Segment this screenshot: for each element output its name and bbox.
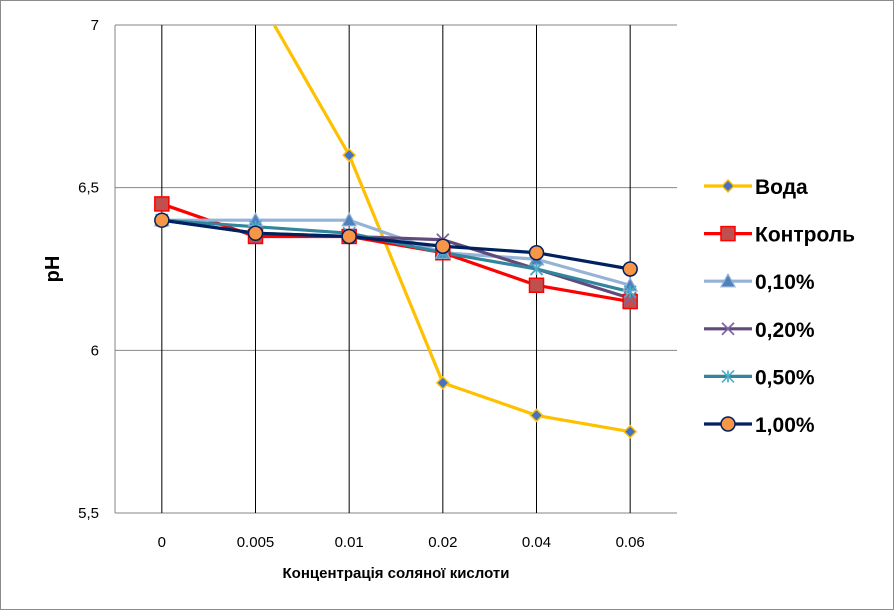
series-line <box>161 218 631 294</box>
legend: Вода Контроль 0,10% 0,20% 0,50% 1,00% <box>704 176 855 437</box>
x-axis-ticks: 0 0.005 0.01 0.02 0.04 0.06 <box>158 534 645 551</box>
data-point <box>342 148 357 163</box>
x-tick-label: 0.005 <box>237 534 275 551</box>
data-point <box>341 228 357 245</box>
series-markers <box>153 148 639 439</box>
series-line <box>161 202 631 304</box>
data-point <box>623 285 637 299</box>
grid <box>114 24 677 514</box>
legend-marker <box>719 272 737 288</box>
x-tick-label: 0.02 <box>428 534 457 551</box>
legend-marker <box>721 369 735 383</box>
data-point <box>435 238 451 254</box>
data-point <box>341 211 358 227</box>
data-point <box>622 261 638 277</box>
series-line <box>161 218 631 287</box>
data-point <box>528 244 545 261</box>
series-line <box>161 218 631 271</box>
y-tick-label: 6,5 <box>78 180 99 197</box>
legend-marker <box>720 225 736 242</box>
y-axis-ticks: 5,5 6 6,5 7 <box>78 17 99 522</box>
legend-marker <box>720 178 736 194</box>
data-point <box>623 291 637 305</box>
series-line <box>161 218 631 300</box>
data-point <box>529 262 544 276</box>
y-axis-title: pH <box>42 256 64 283</box>
legend-label: 0,50% <box>755 366 815 389</box>
data-point <box>154 196 170 212</box>
legend-label: 0,20% <box>755 319 815 342</box>
legend-marker <box>720 416 736 432</box>
x-tick-label: 0.06 <box>616 534 645 551</box>
data-point <box>154 212 170 228</box>
x-tick-label: 0 <box>158 534 166 551</box>
data-point <box>247 225 264 241</box>
legend-label: 0,10% <box>755 271 815 294</box>
series-lines <box>161 25 631 434</box>
data-point <box>529 408 544 423</box>
legend-label: Вода <box>755 176 808 199</box>
y-tick-label: 7 <box>91 17 99 34</box>
legend-marker <box>721 322 735 336</box>
x-tick-label: 0.01 <box>335 534 364 551</box>
x-axis-title: Концентрація соляної кислоти <box>283 565 510 582</box>
y-tick-label: 5,5 <box>78 505 99 522</box>
y-tick-label: 6 <box>91 342 99 359</box>
x-tick-label: 0.04 <box>522 534 551 551</box>
series-line <box>272 25 631 434</box>
legend-label: 1,00% <box>755 414 815 437</box>
data-point <box>623 424 638 439</box>
data-point <box>528 277 545 294</box>
legend-label: Контроль <box>755 224 855 247</box>
data-point <box>435 375 450 390</box>
